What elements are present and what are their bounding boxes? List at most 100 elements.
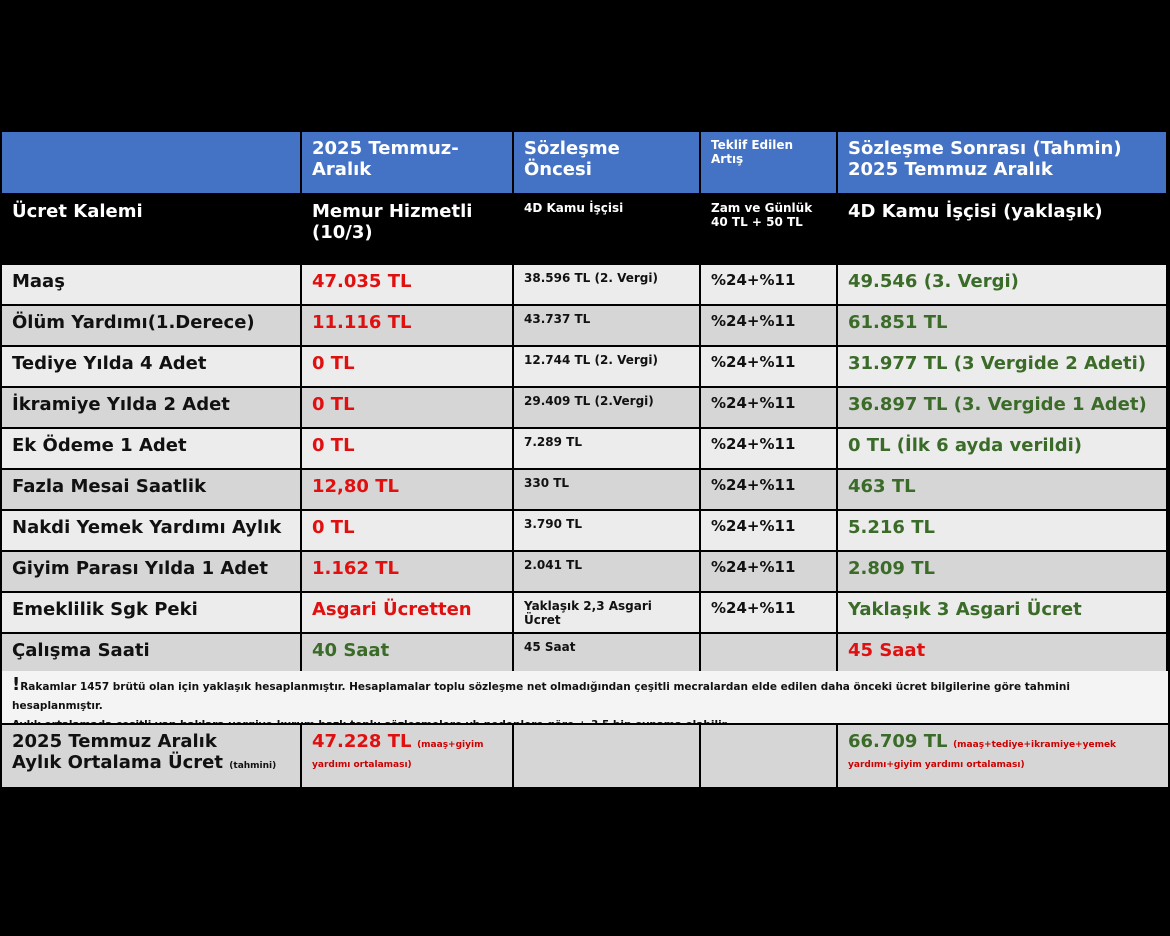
cell-text: 1.162 TL [312,558,399,579]
cell-text: 29.409 TL (2.Vergi) [524,394,654,408]
cell-text: %24+%11 [711,353,796,371]
table-cell: 4D Kamu İşçisi [514,195,699,263]
table-cell: 31.977 TL (3 Vergide 2 Adeti) [838,347,1166,386]
cell-text: %24+%11 [711,435,796,453]
table-cell: Çalışma Saati [2,634,300,673]
cell-text: 2.809 TL [848,558,935,579]
table-cell: Ücret Kalemi [2,195,300,263]
value-note: (maaş+tediye+ikramiye+yemek yardımı+giyi… [848,740,1117,770]
table-cell: 12,80 TL [302,470,512,509]
table-cell: Sözleşme Sonrası (Tahmin) 2025 Temmuz Ar… [838,132,1166,193]
table-cell: %24+%11 [701,552,836,591]
table-cell: 2.041 TL [514,552,699,591]
table-cell: Maaş [2,265,300,304]
table-cell: Zam ve Günlük 40 TL + 50 TL [701,195,836,263]
cell-text: 5.216 TL [848,517,935,538]
cell-text: 3.790 TL [524,517,582,531]
table-cell: Tediye Yılda 4 Adet [2,347,300,386]
table-cell [701,634,836,673]
table-cell: 43.737 TL [514,306,699,345]
value-note: (maaş+giyim yardımı ortalaması) [312,740,484,770]
cell-text: 45 Saat [524,640,576,654]
table-cell: 5.216 TL [838,511,1166,550]
cell-text: Memur Hizmetli (10/3) [312,201,473,243]
table-cell: 2025 Temmuz-Aralık [302,132,512,193]
cell-text: %24+%11 [711,558,796,576]
table-cell: Memur Hizmetli (10/3) [302,195,512,263]
note: !Rakamlar 1457 brütü olan için yaklaşık … [2,671,1168,723]
cell-text: 0 TL [312,517,355,538]
table-cell: 3.790 TL [514,511,699,550]
label-note: (tahmini) [229,761,277,771]
table-cell: 12.744 TL (2. Vergi) [514,347,699,386]
table-cell: 463 TL [838,470,1166,509]
cell-text: Asgari Ücretten [312,599,472,620]
cell-text: 31.977 TL (3 Vergide 2 Adeti) [848,353,1147,374]
table-cell: 49.546 (3. Vergi) [838,265,1166,304]
table-cell [2,132,300,193]
table-cell: 29.409 TL (2.Vergi) [514,388,699,427]
cell-text: %24+%11 [711,476,796,494]
table-cell: Yaklaşık 2,3 Asgari Ücret [514,593,699,632]
table-cell: 45 Saat [838,634,1166,673]
table-cell: Sözleşme Öncesi [514,132,699,193]
note-mark: ! [12,674,21,695]
cell-text: Maaş [12,271,65,292]
average-label: 2025 Temmuz Aralık Aylık Ortalama Ücret (… [2,725,300,787]
cell-text: 463 TL [848,476,916,497]
table-cell: 0 TL [302,429,512,468]
cell-text: %24+%11 [711,394,796,412]
value: 47.228 TL [312,731,412,752]
cell-text: Yaklaşık 2,3 Asgari Ücret [524,599,652,627]
cell-text: İkramiye Yılda 2 Adet [12,394,230,415]
cell-text: Teklif Edilen Artış [711,138,794,166]
cell-text: Sözleşme Sonrası (Tahmin) 2025 Temmuz Ar… [848,138,1122,180]
cell-text: Çalışma Saati [12,640,150,661]
table-cell: 7.289 TL [514,429,699,468]
cell-text: %24+%11 [711,271,796,289]
cell-text: 7.289 TL [524,435,582,449]
cell-text: Yaklaşık 3 Asgari Ücret [848,599,1082,620]
cell-text: 38.596 TL (2. Vergi) [524,271,658,285]
cell-text: %24+%11 [711,599,796,617]
table-cell: Teklif Edilen Artış [701,132,836,193]
cell-text: 43.737 TL [524,312,591,326]
cell-text: 2.041 TL [524,558,582,572]
table-cell: 38.596 TL (2. Vergi) [514,265,699,304]
table-cell: %24+%11 [701,429,836,468]
cell-text: Ölüm Yardımı(1.Derece) [12,312,255,333]
cell-text: 49.546 (3. Vergi) [848,271,1019,292]
table-cell: %24+%11 [701,306,836,345]
table-cell: 40 Saat [302,634,512,673]
cell-text: Emeklilik Sgk Peki [12,599,198,620]
cell-text: 40 Saat [312,640,390,661]
cell-text: 0 TL [312,394,355,415]
average-empty [514,725,699,787]
table-cell: Emeklilik Sgk Peki [2,593,300,632]
table-cell: 0 TL [302,347,512,386]
table-cell: %24+%11 [701,388,836,427]
cell-text: 4D Kamu İşçisi (yaklaşık) [848,201,1103,222]
table-cell: 0 TL (İlk 6 ayda verildi) [838,429,1166,468]
cell-text: Ücret Kalemi [12,201,143,222]
cell-text: Fazla Mesai Saatlik [12,476,207,497]
cell-text: %24+%11 [711,517,796,535]
cell-text: 45 Saat [848,640,926,661]
average-empty [701,725,836,787]
table-cell: Fazla Mesai Saatlik [2,470,300,509]
table-cell: 2.809 TL [838,552,1166,591]
table-cell: 47.035 TL [302,265,512,304]
table-cell: Ölüm Yardımı(1.Derece) [2,306,300,345]
table-cell: 0 TL [302,511,512,550]
cell-text: 2025 Temmuz-Aralık [312,138,459,180]
cell-text: 330 TL [524,476,570,490]
cell-text: %24+%11 [711,312,796,330]
table-cell: 11.116 TL [302,306,512,345]
table-cell: 45 Saat [514,634,699,673]
cell-text: Nakdi Yemek Yardımı Aylık [12,517,282,538]
cell-text: 36.897 TL (3. Vergide 1 Adet) [848,394,1147,415]
table-cell: 61.851 TL [838,306,1166,345]
average-isci: 66.709 TL (maaş+tediye+ikramiye+yemek ya… [838,725,1168,787]
table-cell: %24+%11 [701,511,836,550]
table-cell: %24+%11 [701,470,836,509]
